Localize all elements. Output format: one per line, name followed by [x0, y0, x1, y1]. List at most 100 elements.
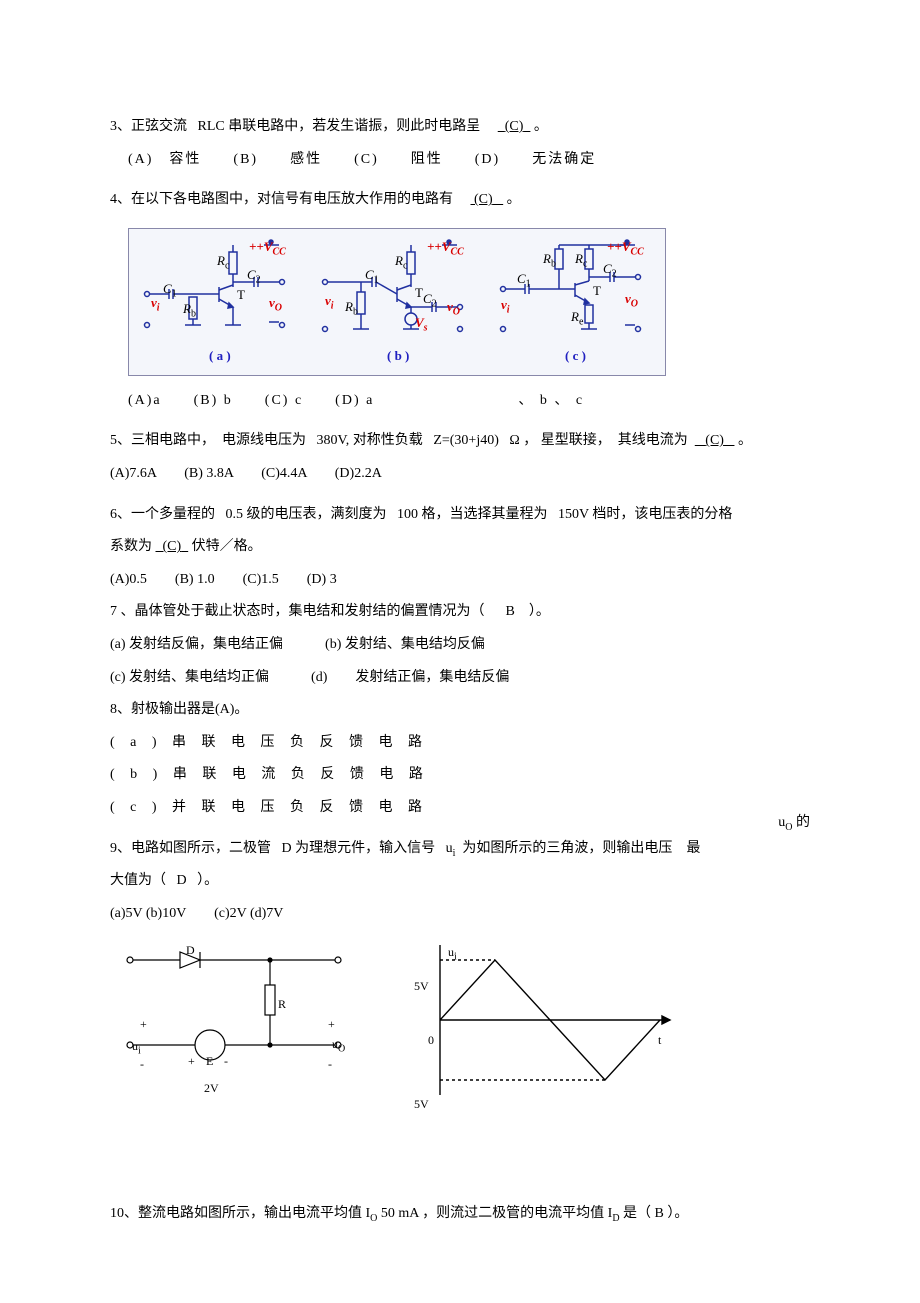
- q5-ohm: Ω ，: [509, 433, 537, 448]
- c2-label-c: C2: [603, 257, 617, 284]
- q6-l2b: 伏特／格。: [192, 539, 262, 554]
- q7-opts-cd: (c) 发射结、集电结均正偏 (d) 发射结正偏，集电结反偏: [110, 665, 810, 692]
- q6-b: 级的电压表，满刻度为: [247, 507, 387, 522]
- circuit-a: vi C1 Rb Rc ++VCC C2 T vO ( a ): [139, 237, 299, 367]
- question-7: 7 、晶体管处于截止状态时，集电结和发射结的偏置情况为（ B ）。: [110, 599, 810, 626]
- wave-u-label: ui: [448, 941, 457, 966]
- vo-label-c: vO: [625, 287, 638, 314]
- q5-text-a: 5、三相电路中， 电源线电压为: [110, 433, 306, 448]
- q6-options: (A)0.5 (B) 1.0 (C)1.5 (D) 3: [110, 567, 810, 594]
- q5-options: (A)7.6A (B) 3.8A (C)4.4A (D)2.2A: [110, 461, 810, 488]
- diode-label: D: [186, 939, 195, 962]
- q8-opt-b: ( b ) 串 联 电 流 负 反 馈 电 路: [110, 762, 810, 789]
- re-label-c: Re: [571, 305, 583, 332]
- q9-options: (a)5V (b)10V (c)2V (d)7V: [110, 901, 810, 928]
- q5-z: Z=(30+j40): [433, 433, 499, 448]
- wave-5v-bot: 5V: [414, 1093, 429, 1116]
- q10-io: IO: [366, 1206, 378, 1221]
- q5-text-c: 星型联接， 其线电流为: [541, 433, 688, 448]
- t-label-b: T: [415, 281, 423, 306]
- rb-label: Rb: [183, 297, 196, 324]
- q10-c: 是（: [623, 1206, 651, 1221]
- q9-a: 9、电路如图所示，二极管: [110, 841, 271, 856]
- question-9: 9、电路如图所示，二极管 D 为理想元件，输入信号 ui 为如图所示的三角波，则…: [110, 836, 810, 863]
- caption-c: ( c ): [565, 344, 586, 369]
- ui-plus: +: [140, 1013, 147, 1036]
- q6-full: 100: [397, 507, 418, 522]
- q6-d: 档时，该电压表的分格: [592, 507, 732, 522]
- q3-options: (A) 容性 (B) 感性 (C) 阻性 (D) 无法确定: [128, 147, 810, 174]
- q10-id: ID: [608, 1206, 620, 1221]
- wave-origin: 0: [428, 1029, 434, 1052]
- q9-b: 为理想元件，输入信号: [295, 841, 435, 856]
- q9-triangle-wave: ui 5V 0 t 5V: [400, 935, 700, 1125]
- t-label-c: T: [593, 279, 601, 304]
- rc-label: Rc: [217, 249, 229, 276]
- wave-t-label: t: [658, 1029, 661, 1052]
- q10-answer: B: [655, 1206, 664, 1221]
- q4-text: 4、在以下各电路图中，对信号有电压放大作用的电路有: [110, 192, 453, 207]
- c1-label-b: C1: [365, 263, 379, 290]
- uo-minus: -: [328, 1053, 332, 1076]
- vo-label-b: vO: [447, 295, 460, 322]
- q4-options: (A)a (B) b (C) c (D) a 、 b 、 c: [128, 388, 810, 415]
- circuit-c: vi C1 Rb Rc ++VCC C2 T Re vO ( c ): [495, 237, 655, 367]
- q5-tail: 。: [738, 433, 752, 448]
- c2-label-b: C2: [423, 287, 437, 314]
- q3-answer: (C): [498, 119, 531, 134]
- q5-answer: (C): [695, 433, 735, 448]
- q3-text-b: RLC 串联电路中，若发生谐振，则此时电路呈: [198, 119, 481, 134]
- vi-label-b: vi: [325, 289, 334, 316]
- q6-answer: (C): [156, 539, 189, 554]
- vcc-label-b: ++VCC: [427, 235, 464, 262]
- c1-label-c: C1: [517, 267, 531, 294]
- question-6-line2: 系数为 (C) 伏特／格。: [110, 534, 810, 561]
- q10-b: ，则流过二极管的电流平均值: [422, 1206, 604, 1221]
- q7-opts-ab: (a) 发射结反偏，集电结正偏 (b) 发射结、集电结均反偏: [110, 632, 810, 659]
- caption-b: ( b ): [387, 344, 409, 369]
- e-label: E: [206, 1050, 213, 1073]
- rb-label-c: Rb: [543, 247, 556, 274]
- question-9-line2: 大值为（ D ）。: [110, 868, 810, 895]
- rb-label-b: Rb: [345, 295, 358, 322]
- ui-minus: -: [140, 1053, 144, 1076]
- q9-l2b: ）。: [197, 873, 218, 888]
- q7-a: 7 、晶体管处于截止状态时，集电结和发射结的偏置情况为（: [110, 604, 485, 619]
- circuit-b: vi C1 Rb Rc ++VCC C2 T vO Vs ( b ): [317, 237, 477, 367]
- q7-b: ）。: [529, 604, 550, 619]
- q6-a: 6、一个多量程的: [110, 507, 215, 522]
- question-8: 8、射极输出器是(A)。: [110, 697, 810, 724]
- q10-io-val: 50 mA: [381, 1206, 419, 1221]
- q10-a: 10、整流电路如图所示，输出电流平均值: [110, 1206, 362, 1221]
- q9-l2a: 大值为（: [110, 873, 166, 888]
- q3-text-a: 3、正弦交流: [110, 119, 187, 134]
- q5-text-b: 对称性负载: [353, 433, 423, 448]
- q4-circuit-diagram: vi C1 Rb Rc ++VCC C2 T vO ( a ): [128, 228, 666, 376]
- q9-ui: ui: [446, 841, 456, 856]
- q4-tail: 。: [507, 192, 521, 207]
- q8-opt-c: ( c ) 并 联 电 压 负 反 馈 电 路: [110, 795, 810, 822]
- q9-uo-note: uO 的: [778, 810, 810, 837]
- e-minus: -: [224, 1050, 228, 1073]
- e-value: 2V: [204, 1077, 219, 1100]
- r-label: R: [278, 993, 286, 1016]
- q3-tail: 。: [534, 119, 548, 134]
- q6-cls: 0.5: [226, 507, 244, 522]
- question-3: 3、正弦交流 RLC 串联电路中，若发生谐振，则此时电路呈 (C) 。: [110, 114, 810, 141]
- q6-l2a: 系数为: [110, 539, 152, 554]
- rc-label-b: Rc: [395, 249, 407, 276]
- q6-range: 150V: [558, 507, 589, 522]
- question-4: 4、在以下各电路图中，对信号有电压放大作用的电路有 (C) 。: [110, 187, 810, 214]
- wave-5v-top: 5V: [414, 975, 429, 998]
- vs-label-b: Vs: [415, 311, 428, 338]
- vi-label-c: vi: [501, 293, 510, 320]
- q6-c: 格，当选择其量程为: [422, 507, 548, 522]
- e-plus: +: [188, 1050, 195, 1073]
- uo-label: uO: [332, 1033, 345, 1058]
- vcc-label: ++VCC: [249, 235, 286, 262]
- question-5: 5、三相电路中， 电源线电压为 380V, 对称性负载 Z=(30+j40) Ω…: [110, 428, 810, 455]
- rc-label-c: Rc: [575, 247, 587, 274]
- c2-label: C2: [247, 263, 261, 290]
- caption-a: ( a ): [209, 344, 231, 369]
- vi-label: vi: [151, 291, 160, 318]
